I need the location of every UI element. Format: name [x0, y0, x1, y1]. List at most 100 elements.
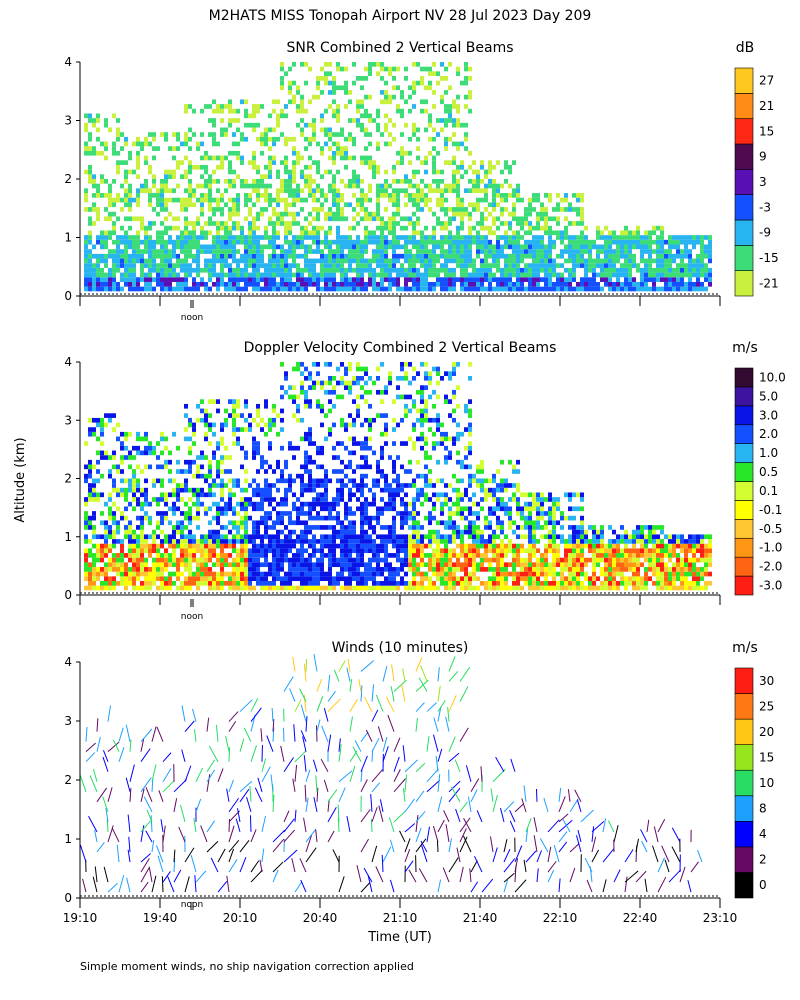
- echo-cell: [324, 132, 328, 137]
- echo-cell: [636, 230, 640, 236]
- echo-cell: [256, 571, 260, 577]
- echo-cell: [312, 441, 316, 446]
- echo-cell: [392, 235, 396, 240]
- echo-cell: [548, 286, 552, 292]
- echo-cell: [232, 272, 236, 278]
- echo-cell: [472, 235, 476, 240]
- echo-cell: [120, 235, 124, 240]
- echo-cell: [204, 534, 208, 540]
- echo-cell: [84, 127, 88, 133]
- echo-cell: [344, 567, 348, 572]
- echo-cell: [272, 136, 276, 142]
- echo-cell: [376, 244, 380, 250]
- echo-cell: [392, 253, 396, 259]
- echo-cell: [328, 62, 332, 67]
- echo-cell: [376, 193, 380, 198]
- echo-cell: [132, 286, 136, 292]
- echo-cell: [88, 469, 92, 474]
- echo-cell: [180, 529, 184, 535]
- echo-cell: [136, 534, 140, 540]
- echo-cell: [208, 272, 212, 278]
- echo-cell: [100, 520, 104, 526]
- echo-cell: [548, 225, 552, 231]
- echo-cell: [300, 362, 304, 367]
- echo-cell: [632, 258, 636, 264]
- echo-cell: [272, 548, 276, 554]
- echo-cell: [96, 136, 100, 142]
- echo-cell: [404, 216, 408, 222]
- echo-cell: [400, 150, 404, 156]
- echo-cell: [120, 225, 124, 231]
- echo-cell: [248, 113, 252, 119]
- echo-cell: [172, 492, 176, 498]
- echo-cell: [244, 249, 248, 254]
- echo-cell: [360, 487, 364, 493]
- echo-cell: [676, 281, 680, 287]
- echo-cell: [204, 164, 208, 170]
- echo-cell: [112, 557, 116, 563]
- echo-cell: [88, 179, 92, 184]
- echo-cell: [340, 441, 344, 446]
- echo-cell: [368, 539, 372, 544]
- echo-cell: [364, 235, 368, 240]
- colorbar-segment: [734, 118, 754, 145]
- echo-cell: [268, 164, 272, 170]
- echo-cell: [168, 249, 172, 254]
- echo-cell: [244, 529, 248, 535]
- echo-cell: [260, 487, 264, 493]
- echo-cell: [400, 562, 404, 568]
- echo-cell: [376, 202, 380, 208]
- echo-cell: [324, 244, 328, 250]
- echo-cell: [296, 548, 300, 554]
- echo-cell: [160, 567, 164, 572]
- echo-cell: [384, 272, 388, 278]
- echo-cell: [112, 455, 116, 460]
- echo-cell: [388, 567, 392, 572]
- echo-cell: [568, 207, 572, 212]
- echo-cell: [120, 207, 124, 212]
- echo-cell: [300, 207, 304, 212]
- echo-cell: [604, 258, 608, 264]
- echo-cell: [96, 183, 100, 189]
- echo-cell: [152, 539, 156, 544]
- echo-cell: [588, 258, 592, 264]
- echo-cell: [248, 263, 252, 268]
- echo-cell: [280, 567, 284, 572]
- echo-cell: [236, 281, 240, 287]
- echo-cell: [384, 267, 388, 273]
- echo-cell: [104, 146, 108, 151]
- echo-cell: [536, 267, 540, 273]
- echo-cell: [392, 230, 396, 236]
- echo-cell: [268, 534, 272, 540]
- echo-cell: [544, 249, 548, 254]
- echo-cell: [220, 543, 224, 549]
- echo-cell: [120, 258, 124, 264]
- echo-cell: [356, 567, 360, 572]
- echo-cell: [336, 169, 340, 175]
- echo-cell: [380, 487, 384, 493]
- echo-cell: [356, 585, 360, 591]
- echo-cell: [384, 66, 388, 72]
- echo-cell: [204, 267, 208, 273]
- echo-cell: [144, 263, 148, 268]
- echo-cell: [368, 464, 372, 470]
- echo-cell: [552, 244, 556, 250]
- echo-cell: [108, 249, 112, 254]
- echo-cell: [240, 132, 244, 137]
- echo-cell: [272, 525, 276, 530]
- echo-cell: [288, 539, 292, 544]
- echo-cell: [124, 249, 128, 254]
- echo-cell: [384, 581, 388, 586]
- echo-cell: [696, 253, 700, 259]
- echo-cell: [108, 473, 112, 479]
- echo-cell: [388, 534, 392, 540]
- echo-cell: [392, 529, 396, 535]
- echo-cell: [344, 146, 348, 151]
- echo-cell: [260, 427, 264, 432]
- echo-cell: [300, 529, 304, 535]
- echo-cell: [204, 258, 208, 264]
- echo-cell: [232, 427, 236, 432]
- echo-cell: [556, 281, 560, 287]
- echo-cell: [236, 193, 240, 198]
- echo-cell: [120, 557, 124, 563]
